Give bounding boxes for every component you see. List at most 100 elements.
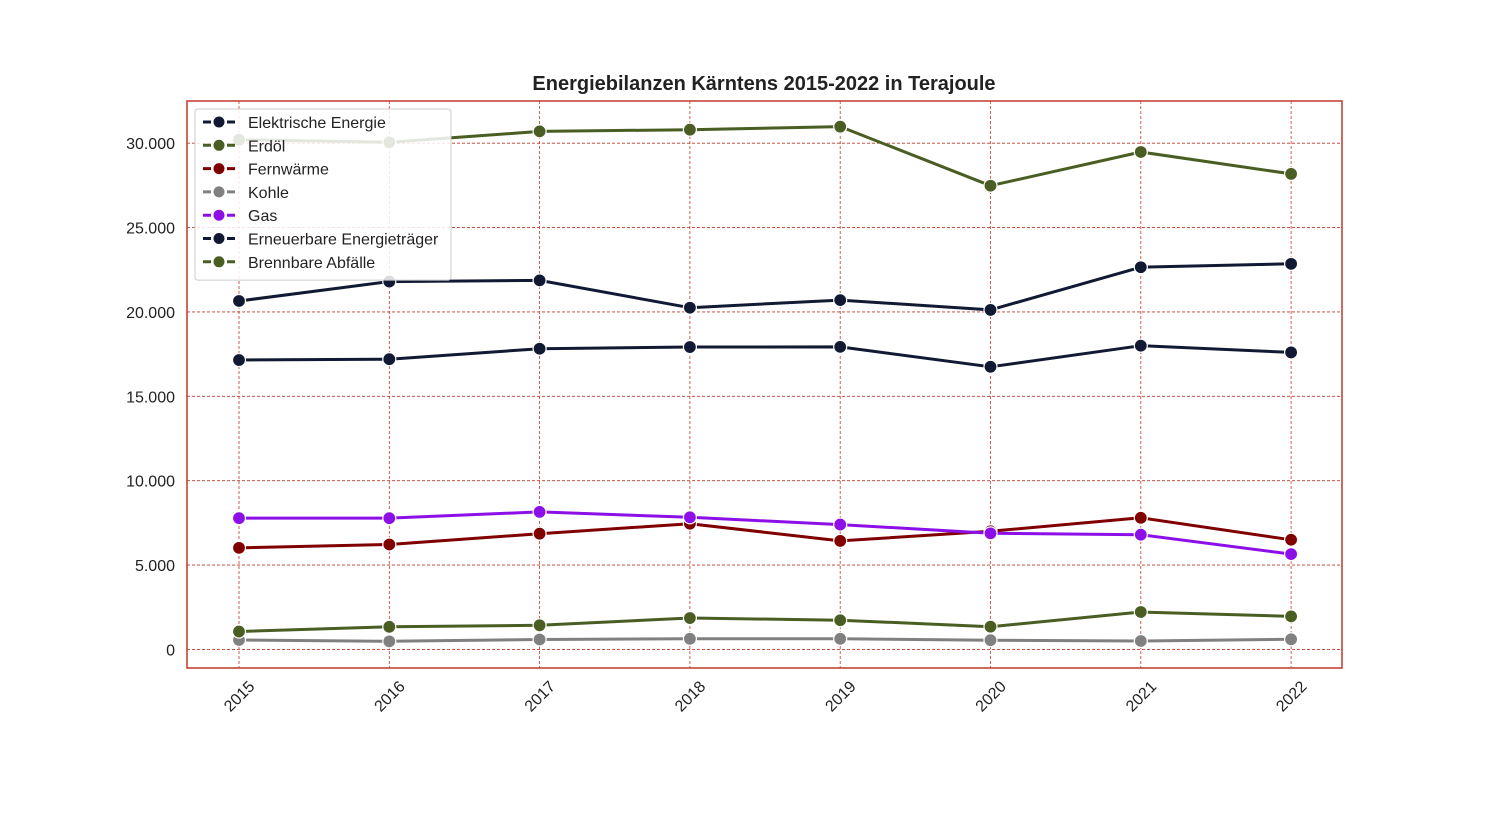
data-point xyxy=(983,359,998,374)
x-tick-label: 2017 xyxy=(522,678,559,715)
data-point xyxy=(983,178,998,193)
legend-label: Erdöl xyxy=(248,138,285,155)
data-point xyxy=(231,511,247,526)
data-point xyxy=(1283,166,1299,181)
legend-item: Fernwärme xyxy=(203,162,329,179)
data-point xyxy=(382,619,397,634)
legend-marker xyxy=(212,185,226,199)
series-5 xyxy=(231,504,1299,562)
data-point xyxy=(382,352,397,367)
series-line xyxy=(238,344,1292,369)
legend-label: Brennbare Abfälle xyxy=(248,255,375,272)
data-point xyxy=(231,624,247,639)
data-point xyxy=(983,633,998,648)
series-7 xyxy=(231,604,1299,639)
legend-marker xyxy=(212,162,226,176)
legend-item: Brennbare Abfälle xyxy=(203,255,375,272)
legend-label: Erneuerbare Energieträger xyxy=(248,232,439,249)
data-point xyxy=(833,613,848,628)
y-tick-label: 30.000 xyxy=(126,136,175,153)
series-line xyxy=(239,510,1292,556)
x-tick-label: 2021 xyxy=(1123,678,1160,715)
data-point xyxy=(983,526,998,541)
data-point xyxy=(231,293,247,309)
data-point xyxy=(532,632,547,647)
chart-title: Energiebilanzen Kärntens 2015-2022 in Te… xyxy=(532,73,995,95)
data-point xyxy=(833,517,848,532)
plot-frame xyxy=(186,100,1343,669)
x-axis-ticks: 2015 2016 2017 2018 2019 2020 2021 2022 xyxy=(221,678,1310,715)
legend-item: Elektrische Energie xyxy=(203,115,386,132)
legend-item: Erneuerbare Energieträger xyxy=(203,232,439,249)
data-point xyxy=(682,339,698,355)
y-axis-ticks: 0 5.000 10.000 15.000 20.000 25.000 30.000 xyxy=(126,136,175,659)
legend-marker xyxy=(212,232,226,245)
y-tick-label: 0 xyxy=(166,642,175,659)
data-point xyxy=(983,302,998,318)
data-point xyxy=(1283,345,1299,360)
data-point xyxy=(833,631,848,646)
data-point xyxy=(1133,604,1148,620)
legend-marker xyxy=(212,208,226,222)
data-point xyxy=(983,619,998,634)
data-point xyxy=(833,339,848,354)
data-point xyxy=(1133,260,1148,275)
data-point xyxy=(682,610,698,626)
data-point xyxy=(1283,609,1299,624)
data-point xyxy=(682,631,698,646)
data-point xyxy=(231,352,247,368)
series-line xyxy=(238,516,1292,550)
series-1 xyxy=(231,338,1299,374)
y-tick-label: 20.000 xyxy=(126,305,175,322)
x-tick-label: 2019 xyxy=(822,678,859,715)
series-6 xyxy=(231,256,1299,318)
data-point xyxy=(1283,546,1299,562)
data-point xyxy=(1283,532,1299,547)
data-point xyxy=(532,526,547,541)
x-tick-label: 2018 xyxy=(672,678,709,715)
legend-label: Gas xyxy=(248,208,277,225)
legend-label: Fernwärme xyxy=(248,162,329,179)
data-point xyxy=(382,634,397,649)
data-point xyxy=(1133,338,1148,353)
y-tick-label: 5.000 xyxy=(135,558,175,575)
x-tick-label: 2015 xyxy=(221,678,258,715)
series-group xyxy=(231,119,1299,649)
data-point xyxy=(532,341,547,356)
series-4 xyxy=(231,631,1299,649)
data-point xyxy=(833,119,848,134)
y-tick-label: 25.000 xyxy=(126,221,175,238)
y-tick-label: 10.000 xyxy=(126,474,175,491)
data-point xyxy=(532,504,547,520)
legend: Elektrische Energie Erdöl Fernwärme Kohle Ga… xyxy=(194,108,452,281)
data-point xyxy=(532,273,547,288)
x-tick-label: 2016 xyxy=(372,678,409,715)
data-point xyxy=(382,537,397,552)
data-point xyxy=(1133,633,1148,649)
legend-marker xyxy=(212,255,226,269)
legend-box xyxy=(194,108,452,281)
legend-item: Kohle xyxy=(203,185,289,202)
x-tick-label: 2020 xyxy=(973,678,1010,715)
legend-item: Gas xyxy=(203,208,277,225)
data-point xyxy=(682,300,698,315)
data-point xyxy=(532,124,547,139)
data-point xyxy=(682,122,698,137)
series-line xyxy=(238,610,1292,633)
data-point xyxy=(1283,256,1299,271)
data-point xyxy=(1283,632,1299,647)
legend-item: Erdöl xyxy=(203,138,285,155)
legend-marker xyxy=(212,115,226,129)
data-point xyxy=(833,293,848,308)
data-point xyxy=(382,511,397,526)
y-tick-label: 15.000 xyxy=(126,389,175,406)
data-point xyxy=(682,510,698,525)
data-point xyxy=(833,533,848,549)
series-line xyxy=(238,262,1292,312)
data-point xyxy=(1133,510,1148,525)
data-point xyxy=(532,618,547,633)
legend-label: Kohle xyxy=(248,185,289,202)
series-line xyxy=(238,637,1292,643)
data-point xyxy=(1133,144,1148,160)
